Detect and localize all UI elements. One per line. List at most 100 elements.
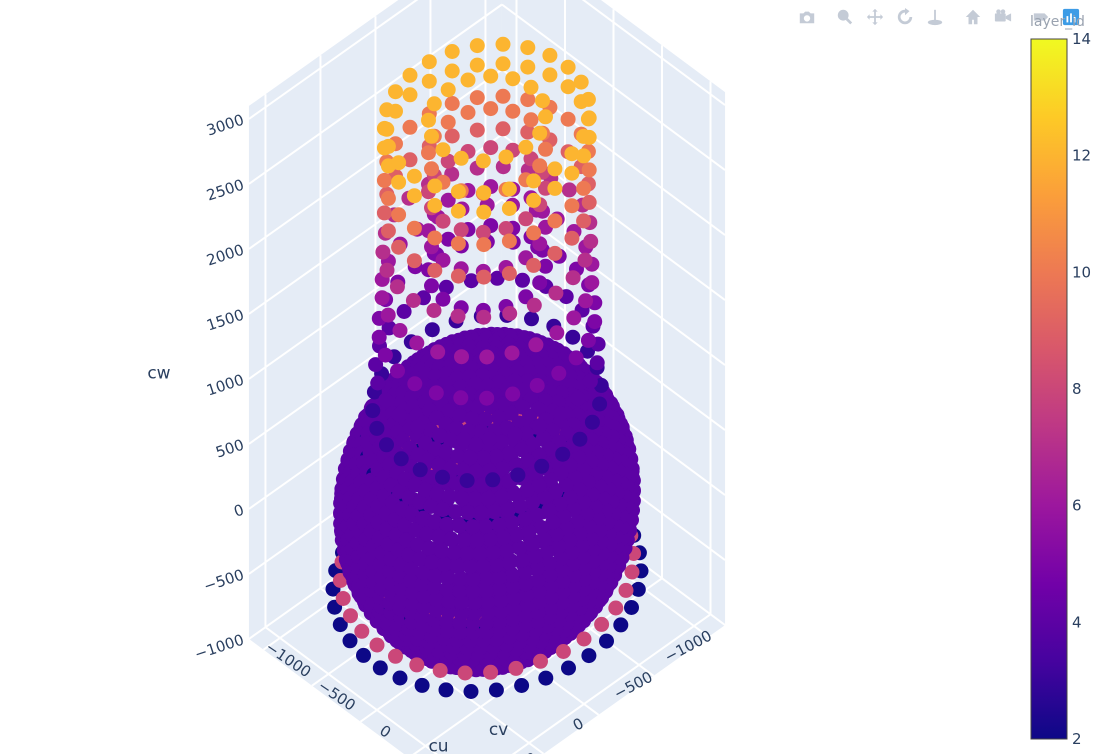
colorbar-tick-label: 4 [1072,613,1082,631]
camera-icon[interactable] [792,6,822,28]
data-point [560,111,576,127]
data-point [407,376,423,392]
plotly-logo-icon[interactable] [1056,6,1086,28]
data-point [354,623,370,639]
grid-line [248,263,503,445]
turntable-icon[interactable] [920,6,950,28]
data-point [427,568,443,583]
data-point [368,357,384,373]
data-point [491,581,507,597]
data-point [501,181,517,197]
data-point [459,546,475,561]
data-point [526,257,542,273]
data-point [478,518,494,534]
data-point [568,350,584,366]
data-point [583,233,599,249]
data-point [427,263,443,278]
data-point [547,161,563,177]
data-point [475,450,491,466]
data-point [507,427,523,442]
data-point [542,67,558,83]
data-point [608,600,624,616]
data-point [524,536,540,552]
data-point [449,558,465,574]
home-icon[interactable] [958,6,988,28]
data-point [415,565,431,581]
data-point [432,663,448,678]
data-point [427,178,443,194]
colorbar-tick-label: 6 [1072,497,1082,515]
data-point [520,92,536,108]
data-point [552,496,568,512]
data-point [502,306,518,321]
data-point [476,309,492,325]
data-point [507,486,522,502]
data-point [424,161,439,177]
data-point [531,594,547,610]
data-point [428,385,444,401]
data-point [576,213,592,229]
data-point [514,442,529,458]
orbit-icon[interactable] [890,6,920,28]
data-point [446,545,462,561]
data-point [562,533,578,549]
data-point [435,142,451,158]
data-point [391,239,407,255]
data-point [521,524,537,540]
data-point [469,532,485,548]
data-point [525,495,541,510]
data-point [508,660,524,676]
data-point [581,648,597,664]
data-point [547,213,563,229]
data-point [406,188,422,204]
data-point [475,558,491,574]
data-point [505,579,520,595]
data-point [529,507,545,523]
data-point [465,571,481,587]
data-point [431,427,447,443]
grid-line [501,3,726,171]
data-point [379,262,395,278]
colorbar-tick-label: 2 [1072,730,1082,748]
data-point [450,308,466,324]
data-point [441,489,457,505]
hover-icon[interactable] [1026,6,1056,28]
data-point [440,192,456,208]
data-point [539,544,555,560]
pan-icon[interactable] [860,6,890,28]
data-point [438,682,454,698]
data-point [478,571,494,587]
data-point [424,469,440,485]
data-point [452,518,467,534]
grid-line [264,626,438,754]
data-point [494,434,510,450]
data-point [486,504,502,520]
data-point [538,141,553,157]
data-point [508,527,524,543]
data-point [475,153,491,169]
data-point [435,252,451,268]
data-point [450,448,466,464]
data-point [498,543,514,559]
video-camera-icon[interactable] [988,6,1018,28]
data-point [511,540,527,556]
data-point [423,499,439,514]
data-point [444,96,460,111]
data-point [454,349,469,365]
data-point [406,168,422,184]
data-point [377,347,393,363]
data-points[interactable] [325,36,649,699]
data-point [426,580,442,595]
data-point [450,268,466,284]
data-point [551,365,567,381]
data-point [491,517,507,533]
data-point [624,600,639,615]
zoom-icon[interactable] [830,6,860,28]
data-point [498,221,514,236]
data-point [452,408,468,424]
data-point [392,670,408,686]
data-point [512,499,528,514]
data-point [342,633,358,649]
data-point [444,128,460,144]
